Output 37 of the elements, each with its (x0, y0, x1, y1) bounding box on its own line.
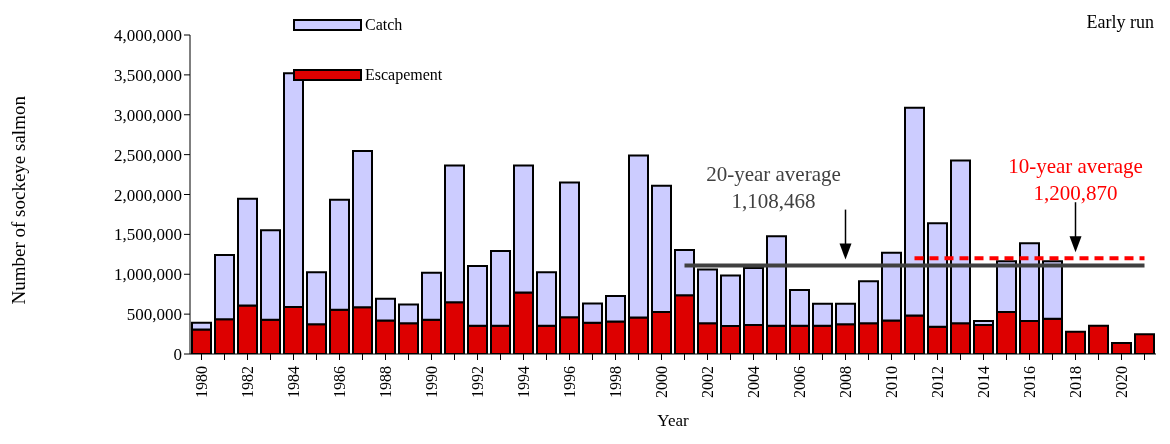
x-tick-label: 2014 (975, 366, 992, 398)
x-tick-label: 1994 (515, 366, 532, 398)
x-tick-label: 2020 (1113, 366, 1130, 398)
x-tick-label: 2002 (699, 366, 716, 398)
x-tick-label: 1980 (193, 366, 210, 398)
x-tick-label: 1998 (607, 366, 624, 398)
y-tick-label: 3,000,000 (114, 105, 182, 125)
x-tick-label: 1988 (377, 366, 394, 398)
text: 10-year average 1,200,870 (1008, 154, 1143, 206)
y-tick-label: 500,000 (126, 305, 182, 325)
x-tick-label: 2010 (883, 366, 900, 398)
x-tick-label: 2006 (791, 366, 808, 398)
y-tick-label: 3,500,000 (114, 65, 182, 85)
x-tick-label: 2016 (1021, 366, 1038, 398)
x-tick-label: 1990 (423, 366, 440, 398)
x-tick-label: 2018 (1067, 366, 1084, 398)
y-tick-label: 2,000,000 (114, 185, 182, 205)
x-tick-label: 2012 (929, 366, 946, 398)
x-tick-label: 2008 (837, 366, 854, 398)
x-tick-label: 2000 (653, 366, 670, 398)
legend-label: Catch (365, 16, 403, 34)
text: 20-year average 1,108,468 (706, 161, 841, 213)
legend-label: Escapement (365, 66, 443, 84)
y-tick-label: 0 (173, 345, 182, 365)
text: Early run (1086, 12, 1154, 33)
x-tick-label: 1984 (285, 366, 302, 398)
y-tick-label: 2,500,000 (114, 145, 182, 165)
y-tick-label: 1,500,000 (114, 225, 182, 245)
y-axis-title: Number of sockeye salmon (7, 95, 29, 305)
x-tick-label: 1982 (239, 366, 256, 398)
x-tick-label: 1986 (331, 366, 348, 398)
x-tick-label: 2004 (745, 366, 762, 398)
y-tick-label: 4,000,000 (114, 26, 182, 46)
x-axis-title: Year (657, 411, 689, 431)
y-tick-label: 1,000,000 (114, 265, 182, 285)
x-tick-label: 1992 (469, 366, 486, 398)
x-tick-label: 1996 (561, 366, 578, 398)
